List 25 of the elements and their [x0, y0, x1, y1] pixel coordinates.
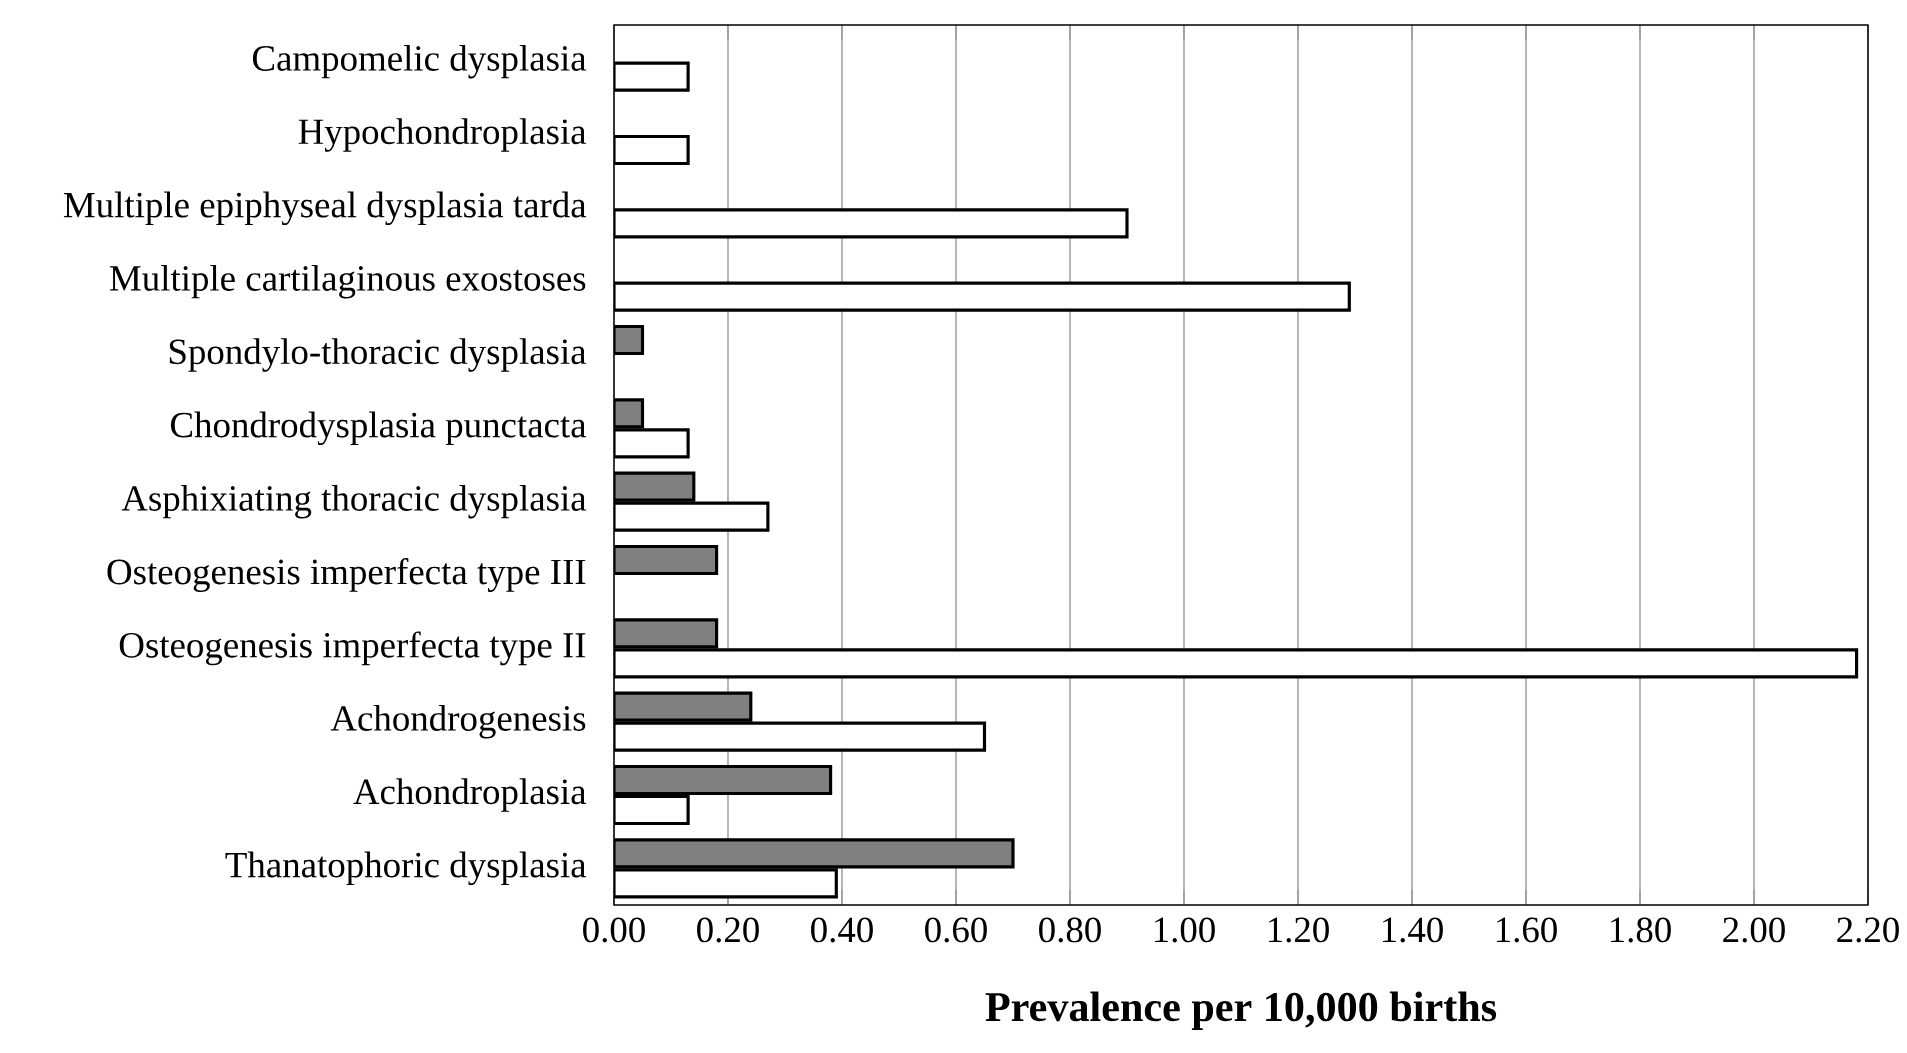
x-axis-title: Prevalence per 10,000 births: [985, 991, 1497, 1030]
x-tick-label: 1.40: [1382, 917, 1443, 943]
x-tick-label: 0.60: [925, 917, 987, 943]
x-tick-label: 1.00: [1154, 917, 1215, 943]
y-tick-label: Osteogenesis imperfecta type III: [107, 558, 586, 592]
y-tick-label: Thanatophoric dysplasia: [225, 851, 587, 886]
x-tick-label: 2.00: [1723, 917, 1785, 943]
x-tick-label: 0.00: [583, 917, 645, 943]
y-tick-label: Spondylo-thoracic dysplasia: [169, 338, 587, 372]
y-tick-label: Multiple cartilaginous exostoses: [110, 264, 586, 299]
y-tick-label: Achondrogenesis: [330, 704, 586, 739]
x-tick-label: 0.80: [1039, 917, 1101, 943]
y-tick-label: Chondrodysplasia punctacta: [170, 411, 587, 446]
y-tick-label: Osteogenesis imperfecta type II: [119, 631, 586, 666]
x-tick-label: 1.80: [1610, 917, 1671, 943]
y-tick-label: Hypochondroplasia: [298, 118, 587, 152]
x-tick-label: 2.20: [1837, 917, 1899, 943]
y-tick-label: Multiple epiphyseal dysplasia tarda: [63, 191, 587, 226]
x-tick-label: 0.40: [811, 917, 873, 943]
x-tick-label: 1.60: [1496, 917, 1557, 943]
y-tick-label: Asphixiating thoracic dysplasia: [121, 484, 587, 519]
x-tick-label: 1.20: [1268, 917, 1329, 943]
x-tick-label: 0.20: [697, 917, 759, 943]
y-tick-label: Campomelic dysplasia: [252, 44, 587, 79]
y-tick-label: Achondroplasia: [353, 778, 587, 812]
